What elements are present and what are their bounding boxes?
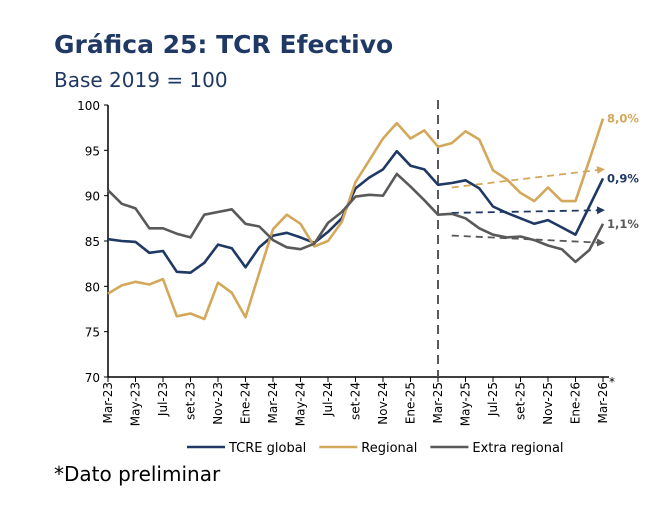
legend-label: TCRE global: [228, 441, 306, 456]
legend-label: Regional: [361, 441, 417, 456]
x-tick-label: Ene-24: [239, 382, 253, 424]
y-tick-label: 95: [85, 144, 100, 158]
series-line-regional: [107, 118, 605, 321]
last-tick-marker: *: [609, 375, 615, 389]
trend-arrow: [451, 234, 605, 247]
x-tick-label: set-25: [514, 382, 528, 420]
y-tick-label: 80: [85, 280, 100, 294]
x-tick-label: Jul-23: [156, 382, 170, 417]
chart-title: Gráfica 25: TCR Efectivo: [54, 30, 394, 59]
x-tick-label: May-23: [129, 382, 143, 426]
y-tick-label: 75: [85, 326, 100, 340]
x-tick-label: Mar-25: [431, 382, 445, 423]
footnote: *Dato preliminar: [54, 462, 221, 486]
end-label: 1,1%: [607, 217, 639, 231]
end-label: 0,9%: [607, 171, 639, 185]
x-tick-label: Nov-24: [376, 382, 390, 425]
y-tick-label: 90: [85, 190, 100, 204]
x-tick-label: Ene-25: [404, 382, 418, 424]
series-line-extra-regional: [107, 172, 605, 264]
chart-subtitle: Base 2019 = 100: [54, 68, 228, 92]
x-tick-label: May-24: [294, 382, 308, 426]
y-tick-label: 85: [85, 235, 100, 249]
y-tick-label: 100: [77, 99, 100, 113]
y-tick-label: 70: [85, 371, 100, 385]
x-tick-label: Nov-23: [211, 382, 225, 425]
legend-label: Extra regional: [472, 441, 563, 456]
x-tick-label: Jul-24: [321, 382, 335, 417]
x-tick-label: Ene-26: [569, 382, 583, 424]
x-tick-label: set-24: [349, 382, 363, 420]
x-tick-label: set-23: [184, 382, 198, 420]
x-tick-label: Jul-25: [486, 382, 500, 417]
trend-arrow: [451, 206, 605, 215]
x-tick-label: Nov-25: [541, 382, 555, 425]
x-tick-label: Mar-24: [266, 382, 280, 423]
series-line-tcre-global: [107, 149, 605, 275]
x-tick-label: May-25: [459, 382, 473, 426]
x-tick-label: Mar-23: [101, 382, 115, 423]
trend-arrow: [451, 166, 605, 189]
end-label: 8,0%: [607, 112, 639, 126]
x-tick-label: Mar-26: [596, 382, 610, 423]
